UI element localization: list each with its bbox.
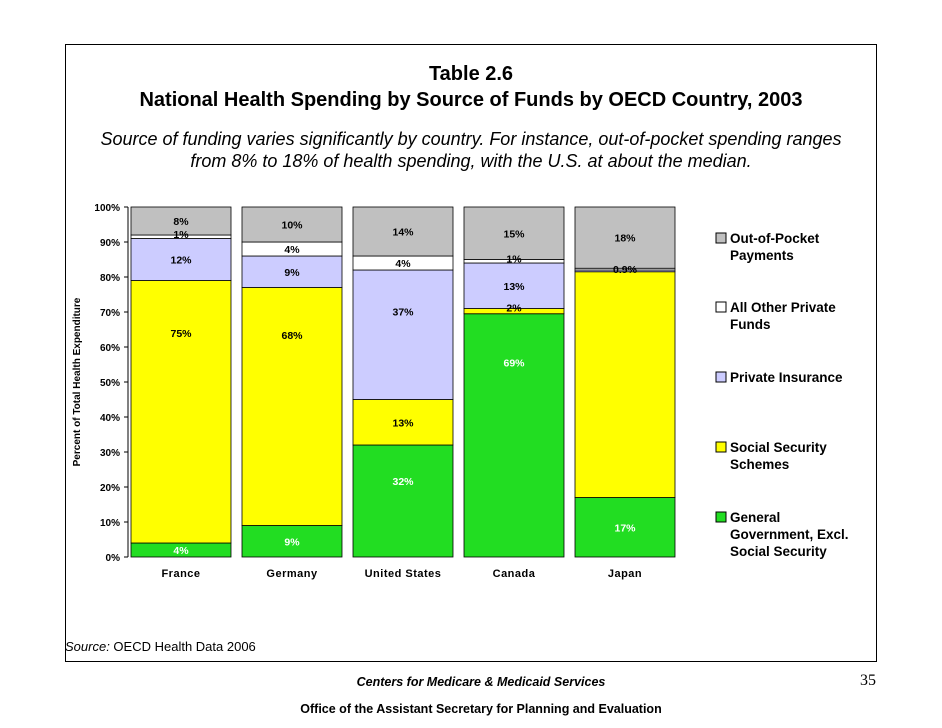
slide-frame: [65, 44, 877, 662]
bars: [130, 206, 676, 558]
category-label: Japan: [608, 568, 642, 580]
bar-segment: [352, 444, 454, 558]
page-number: 35: [860, 672, 876, 689]
bar-segment: [463, 313, 565, 558]
source-label: Source:: [65, 639, 110, 654]
y-tick-label: 50%: [100, 378, 120, 389]
segment-value-label: 2%: [506, 303, 522, 315]
segment-value-label: 68%: [281, 330, 303, 342]
bar-segment: [130, 206, 232, 236]
legend: Out-of-Pocket Payments All Other Private Fu…: [715, 231, 849, 559]
segment-value-label: 1%: [506, 254, 522, 266]
y-axis-title: Percent of Total Health Expenditure: [72, 297, 83, 466]
y-tick-label: 80%: [100, 273, 120, 284]
segment-value-label: 9%: [284, 536, 300, 548]
bar-segment: [241, 525, 343, 558]
segment-value-label: 13%: [392, 417, 414, 429]
bar-segment: [574, 497, 676, 558]
segment-value-label: 10%: [281, 220, 303, 232]
segment-value-label: 18%: [614, 233, 636, 245]
category-label: Germany: [266, 568, 318, 580]
legend-label: General: [730, 510, 780, 525]
y-axis: 0% 10% 20% 30% 40% 50% 60% 70% 80% 90% 100% Percent…: [72, 203, 129, 564]
table-number-title: Table 2.6: [428, 63, 514, 85]
bar-segment: [574, 206, 676, 269]
bar-segment: [130, 238, 232, 281]
legend-label: Social Security: [730, 440, 827, 455]
legend-swatch: [715, 301, 727, 313]
segment-value-label: 4%: [395, 258, 411, 270]
segment-value-label: 12%: [170, 255, 192, 267]
segment-value-label: 1%: [173, 229, 189, 241]
x-axis-categories: France Germany United States Canada Japan: [161, 568, 642, 580]
y-tick-label: 0%: [106, 553, 121, 564]
bar-segment: [352, 269, 454, 400]
legend-label: Out-of-Pocket: [730, 231, 820, 246]
bar-segment: [574, 271, 676, 498]
segment-value-label: 17%: [614, 522, 636, 534]
segment-value-label: 13%: [503, 281, 525, 293]
segment-value-label: 15%: [503, 228, 525, 240]
segment-value-label: 69%: [503, 357, 525, 369]
segment-value-label: 0.9%: [613, 264, 638, 276]
y-tick-label: 100%: [94, 203, 120, 214]
legend-label: Government, Excl.: [730, 527, 849, 542]
segment-labels: 4%75%12%1%8%9%68%9%4%10%32%13%37%4%14%69…: [170, 216, 637, 557]
legend-swatch: [715, 441, 727, 453]
category-label: France: [161, 568, 200, 580]
bar-segment: [241, 206, 343, 243]
legend-swatch: [715, 232, 727, 244]
y-tick-label: 40%: [100, 413, 120, 424]
source-note: Source: OECD Health Data 2006: [65, 639, 256, 654]
y-tick-label: 60%: [100, 343, 120, 354]
y-tick-label: 20%: [100, 483, 120, 494]
category-label: United States: [365, 568, 442, 580]
subtitle-line-2: from 8% to 18% of health spending, with …: [190, 151, 752, 171]
legend-label: Schemes: [730, 457, 789, 472]
segment-value-label: 4%: [284, 244, 300, 256]
legend-label: Payments: [730, 248, 794, 263]
bar-segment: [352, 206, 454, 257]
source-text: OECD Health Data 2006: [109, 639, 256, 654]
legend-label: Social Security: [730, 544, 827, 559]
y-tick-label: 70%: [100, 308, 120, 319]
bar-segment: [130, 280, 232, 544]
chart-title: National Health Spending by Source of Fu…: [139, 89, 803, 111]
legend-label: All Other Private: [730, 300, 836, 315]
segment-value-label: 14%: [392, 227, 414, 239]
bar-segment: [463, 262, 565, 309]
segment-value-label: 75%: [170, 328, 192, 340]
legend-swatch: [715, 511, 727, 523]
segment-value-label: 32%: [392, 476, 414, 488]
legend-swatch: [715, 371, 727, 383]
category-label: Canada: [493, 568, 536, 580]
subtitle-line-1: Source of funding varies significantly b…: [100, 129, 842, 149]
legend-label: Private Insurance: [730, 370, 843, 385]
segment-value-label: 4%: [173, 545, 189, 557]
y-tick-label: 90%: [100, 238, 120, 249]
footer-office: Office of the Assistant Secretary for Pl…: [300, 702, 662, 716]
bar-segment: [463, 206, 565, 260]
segment-value-label: 37%: [392, 306, 414, 318]
footer-organization: Centers for Medicare & Medicaid Services: [356, 675, 606, 689]
y-tick-label: 10%: [100, 518, 120, 529]
legend-label: Funds: [730, 317, 771, 332]
y-tick-label: 30%: [100, 448, 120, 459]
segment-value-label: 9%: [284, 267, 300, 279]
bar-segment: [241, 287, 343, 526]
bar-segment: [352, 399, 454, 446]
bar-segment: [241, 255, 343, 288]
segment-value-label: 8%: [173, 216, 189, 228]
